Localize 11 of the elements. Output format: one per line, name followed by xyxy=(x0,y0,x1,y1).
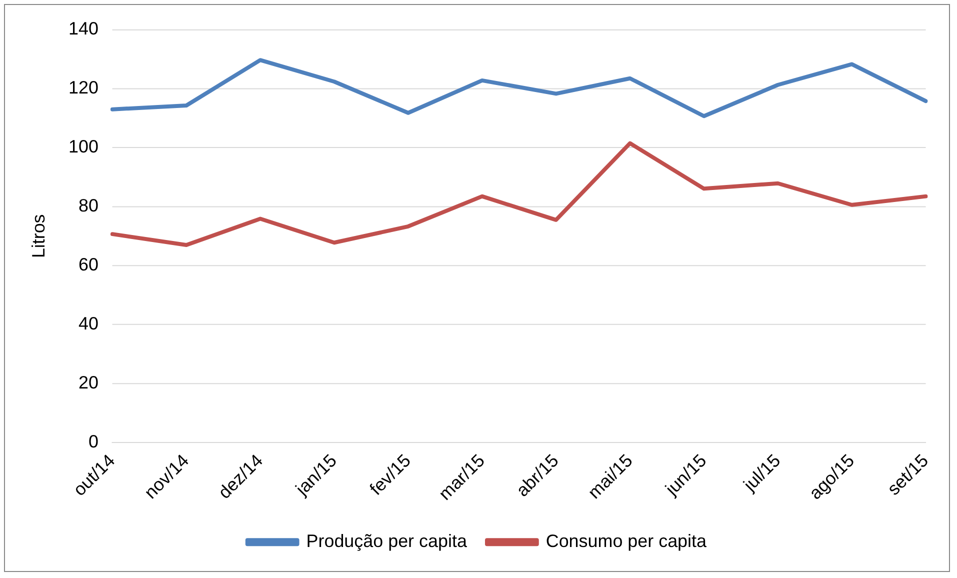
y-tick-label: 20 xyxy=(78,372,98,393)
y-tick-label: 60 xyxy=(78,254,98,275)
legend-label: Produção per capita xyxy=(306,531,467,552)
y-tick-label: 100 xyxy=(68,136,98,157)
y-tick-label: 40 xyxy=(78,314,98,334)
y-tick-label: 140 xyxy=(68,18,98,39)
y-tick-label: 0 xyxy=(88,432,98,452)
y-tick-label: 80 xyxy=(78,196,98,216)
y-tick-label: 120 xyxy=(68,78,98,98)
y-axis-title: Litros xyxy=(28,214,49,258)
legend-label: Consumo per capita xyxy=(546,531,707,552)
